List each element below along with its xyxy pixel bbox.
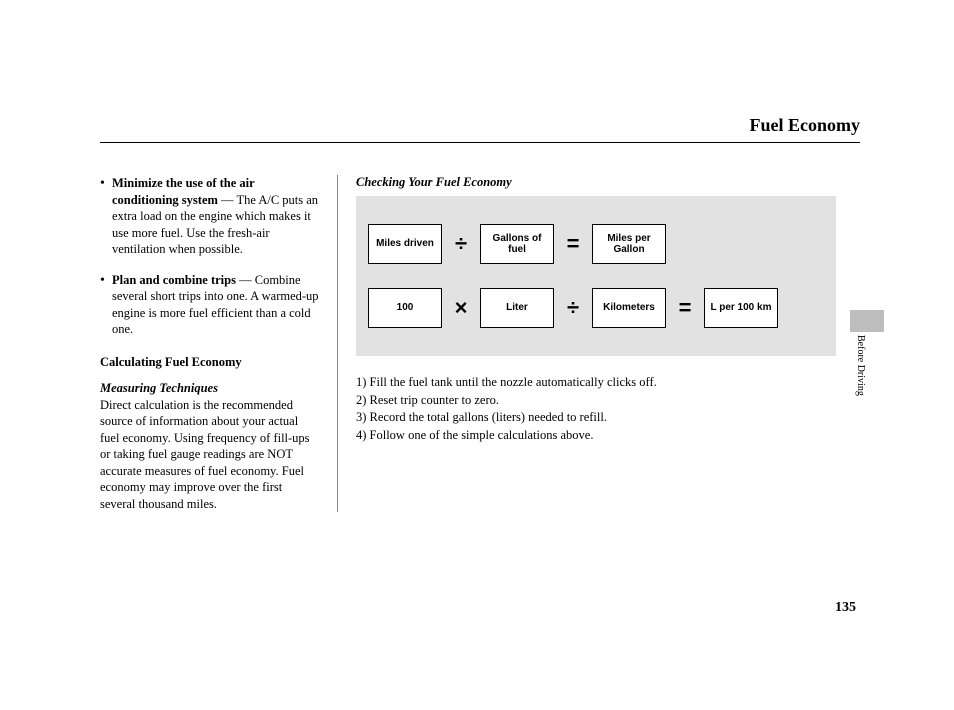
box-lper100km: L per 100 km — [704, 288, 778, 328]
measuring-text: Direct calculation is the recommended so… — [100, 397, 319, 513]
step-3: 3) Record the total gallons (liters) nee… — [356, 409, 860, 427]
step-4: 4) Follow one of the simple calculations… — [356, 427, 860, 445]
box-miles-driven: Miles driven — [368, 224, 442, 264]
right-column: Checking Your Fuel Economy Miles driven … — [338, 175, 860, 512]
step-2: 2) Reset trip counter to zero. — [356, 392, 860, 410]
box-100: 100 — [368, 288, 442, 328]
page-number: 135 — [835, 600, 856, 616]
side-tab-icon — [850, 310, 884, 332]
tip-trips: Plan and combine trips — Combine several… — [100, 272, 319, 338]
checking-label: Checking Your Fuel Economy — [356, 175, 860, 190]
tip-ac: Minimize the use of the air conditioning… — [100, 175, 319, 258]
two-column-layout: Minimize the use of the air conditioning… — [100, 175, 860, 512]
box-gallons: Gallons of fuel — [480, 224, 554, 264]
divide-icon: ÷ — [450, 231, 472, 257]
multiply-icon: × — [450, 295, 472, 321]
step-1: 1) Fill the fuel tank until the nozzle a… — [356, 374, 860, 392]
manual-page: Fuel Economy Minimize the use of the air… — [100, 115, 860, 512]
side-tab-label: Before Driving — [855, 335, 866, 396]
formula-mpg: Miles driven ÷ Gallons of fuel = Miles p… — [368, 224, 824, 264]
tips-list: Minimize the use of the air conditioning… — [100, 175, 319, 338]
formula-panel: Miles driven ÷ Gallons of fuel = Miles p… — [356, 196, 836, 356]
steps-list: 1) Fill the fuel tank until the nozzle a… — [356, 374, 860, 444]
box-liter: Liter — [480, 288, 554, 328]
equals-icon: = — [674, 295, 696, 321]
formula-l100km: 100 × Liter ÷ Kilometers = L per 100 km — [368, 288, 824, 328]
equals-icon: = — [562, 231, 584, 257]
box-mpg: Miles per Gallon — [592, 224, 666, 264]
left-column: Minimize the use of the air conditioning… — [100, 175, 338, 512]
measuring-heading: Measuring Techniques — [100, 380, 319, 397]
tip-trips-bold: Plan and combine trips — [112, 273, 236, 287]
box-kilometers: Kilometers — [592, 288, 666, 328]
page-title: Fuel Economy — [100, 115, 860, 143]
calculating-heading: Calculating Fuel Economy — [100, 354, 319, 371]
divide-icon: ÷ — [562, 295, 584, 321]
